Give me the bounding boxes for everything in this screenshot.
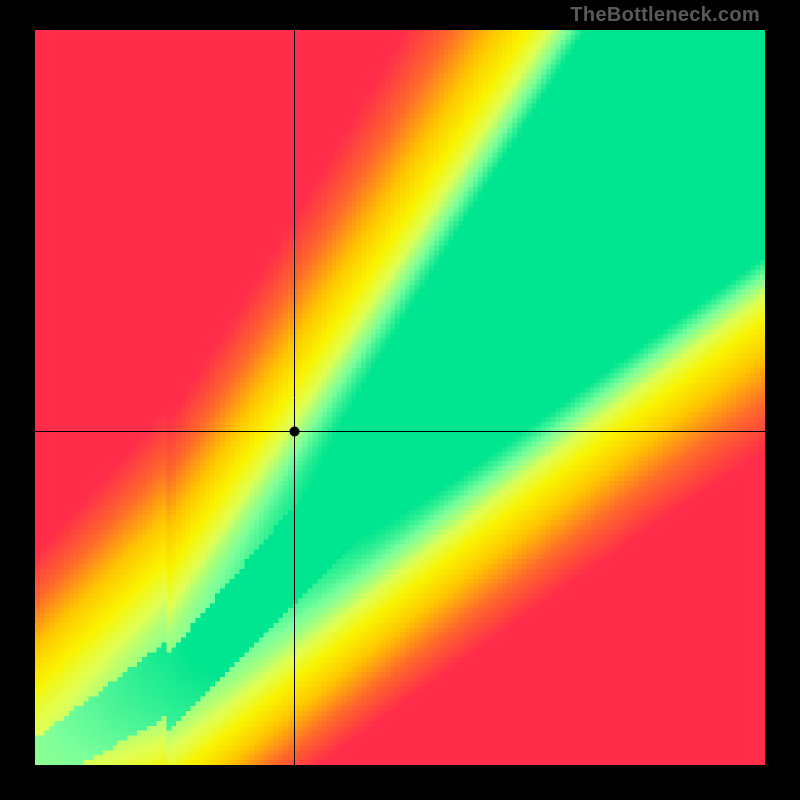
page-root: TheBottleneck.com [0, 0, 800, 800]
crosshair-overlay [35, 30, 765, 765]
watermark-text: TheBottleneck.com [570, 4, 760, 27]
heatmap-plot [35, 30, 765, 765]
